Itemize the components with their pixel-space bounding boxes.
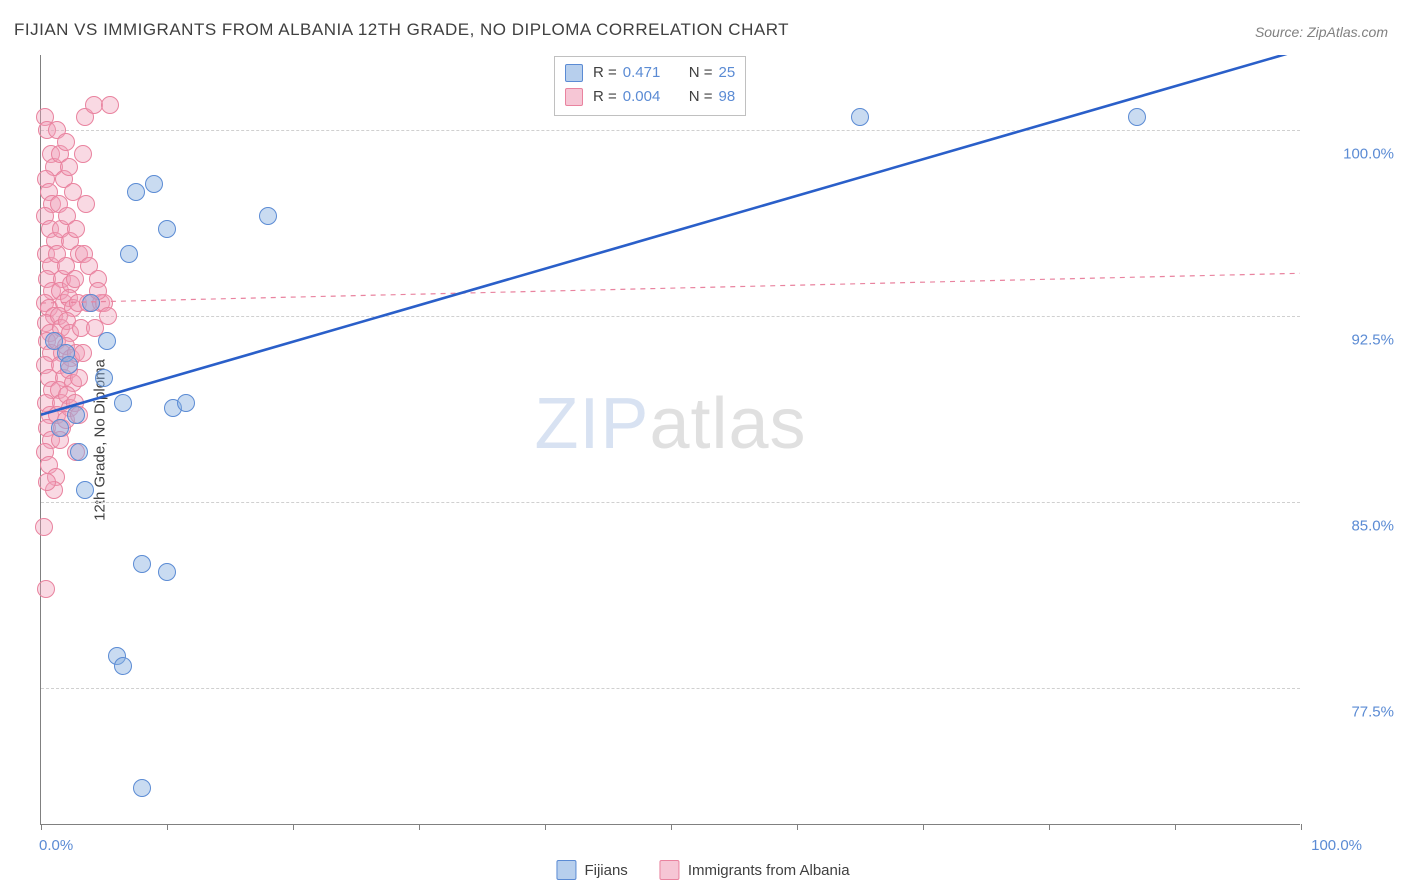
- scatter-point: [158, 220, 176, 238]
- correlation-legend: R = 0.471 N = 25 R = 0.004 N = 98: [554, 56, 746, 116]
- y-tick-label: 100.0%: [1314, 145, 1394, 162]
- y-tick-label: 92.5%: [1314, 331, 1394, 348]
- trend-line: [41, 273, 1300, 303]
- swatch-albania: [660, 860, 680, 880]
- scatter-point: [57, 133, 75, 151]
- gridline: [41, 130, 1300, 131]
- y-tick-label: 85.0%: [1314, 518, 1394, 535]
- scatter-point: [259, 207, 277, 225]
- x-axis-start-label: 0.0%: [39, 837, 73, 854]
- scatter-point: [145, 175, 163, 193]
- scatter-point: [158, 563, 176, 581]
- x-tick: [923, 824, 924, 830]
- legend-row-fijians: R = 0.471 N = 25: [565, 61, 735, 85]
- scatter-point: [74, 344, 92, 362]
- scatter-point: [82, 294, 100, 312]
- scatter-point: [85, 96, 103, 114]
- x-tick: [419, 824, 420, 830]
- watermark-zip: ZIP: [534, 384, 649, 464]
- n-label: N =: [689, 85, 713, 109]
- gridline: [41, 316, 1300, 317]
- n-label: N =: [689, 61, 713, 85]
- scatter-point: [37, 580, 55, 598]
- r-label: R =: [593, 85, 617, 109]
- r-value-fijians: 0.471: [623, 61, 675, 85]
- scatter-point: [95, 369, 113, 387]
- source-attribution: Source: ZipAtlas.com: [1255, 24, 1388, 40]
- scatter-point: [133, 555, 151, 573]
- scatter-point: [120, 245, 138, 263]
- scatter-point: [51, 419, 69, 437]
- gridline: [41, 688, 1300, 689]
- n-value-fijians: 25: [719, 61, 736, 85]
- x-tick: [41, 824, 42, 830]
- legend-row-albania: R = 0.004 N = 98: [565, 85, 735, 109]
- scatter-point: [76, 481, 94, 499]
- scatter-point: [1128, 108, 1146, 126]
- scatter-point: [38, 473, 56, 491]
- r-label: R =: [593, 61, 617, 85]
- x-axis-end-label: 100.0%: [1311, 837, 1362, 854]
- scatter-point: [177, 394, 195, 412]
- scatter-point: [60, 356, 78, 374]
- x-tick: [797, 824, 798, 830]
- x-tick: [293, 824, 294, 830]
- x-tick: [671, 824, 672, 830]
- y-tick-label: 77.5%: [1314, 704, 1394, 721]
- scatter-point: [67, 406, 85, 424]
- scatter-point: [70, 443, 88, 461]
- scatter-point: [35, 518, 53, 536]
- scatter-point: [851, 108, 869, 126]
- watermark: ZIPatlas: [534, 383, 806, 465]
- watermark-atlas: atlas: [649, 384, 806, 464]
- scatter-point: [133, 779, 151, 797]
- x-tick: [167, 824, 168, 830]
- gridline: [41, 502, 1300, 503]
- swatch-fijians: [556, 860, 576, 880]
- legend-label-fijians: Fijians: [584, 862, 627, 879]
- x-tick: [1301, 824, 1302, 830]
- swatch-albania: [565, 88, 583, 106]
- x-tick: [545, 824, 546, 830]
- chart-title: FIJIAN VS IMMIGRANTS FROM ALBANIA 12TH G…: [14, 20, 789, 40]
- scatter-point: [99, 307, 117, 325]
- swatch-fijians: [565, 64, 583, 82]
- series-legend: Fijians Immigrants from Albania: [556, 860, 849, 880]
- r-value-albania: 0.004: [623, 85, 675, 109]
- n-value-albania: 98: [719, 85, 736, 109]
- scatter-point: [114, 394, 132, 412]
- scatter-point: [127, 183, 145, 201]
- legend-label-albania: Immigrants from Albania: [688, 862, 850, 879]
- plot-area: 12th Grade, No Diploma 77.5%85.0%92.5%10…: [40, 55, 1300, 825]
- scatter-point: [98, 332, 116, 350]
- scatter-point: [67, 220, 85, 238]
- scatter-point: [77, 195, 95, 213]
- scatter-point: [114, 657, 132, 675]
- x-tick: [1175, 824, 1176, 830]
- x-tick: [1049, 824, 1050, 830]
- scatter-point: [74, 145, 92, 163]
- scatter-point: [101, 96, 119, 114]
